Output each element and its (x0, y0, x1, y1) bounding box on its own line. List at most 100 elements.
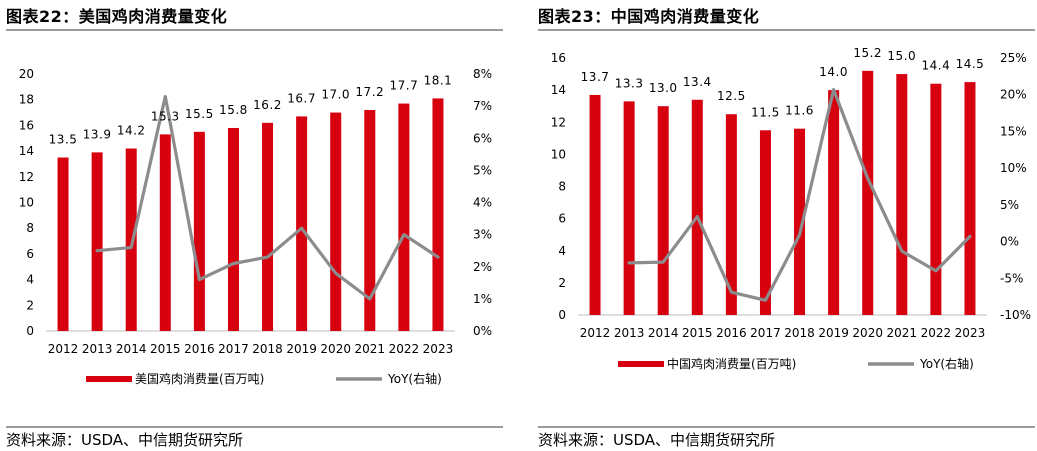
y2-tick-label: 25% (1000, 51, 1027, 65)
bar (725, 114, 737, 315)
bar-value-label: 13.0 (649, 81, 678, 95)
bar-value-label: 17.0 (321, 88, 350, 102)
bar-value-label: 15.3 (151, 109, 180, 123)
chart-title: 图表23：中国鸡肉消费量变化 (538, 7, 760, 26)
bar-value-label: 13.7 (581, 70, 610, 84)
legend-swatch-bar (618, 361, 664, 367)
china-chicken-consumption-chart: 0 2 4 6 8 10 12 14 16 -10% -5% 0% 5% 10% 15% 20% 25% 13.7… (551, 46, 1031, 371)
bar (398, 103, 410, 332)
y-tick-label: 14 (19, 144, 34, 158)
bar-value-label: 16.2 (253, 98, 282, 112)
bar-value-label: 14.5 (956, 57, 985, 71)
bar (623, 101, 635, 316)
bar-value-label: 18.1 (424, 73, 453, 87)
y-tick-label: 4 (558, 244, 566, 258)
bar (589, 94, 601, 315)
bar (330, 112, 342, 331)
x-tick-label: 2014 (116, 342, 147, 356)
bar-value-label: 11.5 (751, 105, 780, 119)
x-tick-label: 2023 (955, 326, 986, 340)
y-tick-label: 10 (551, 147, 566, 161)
x-tick-label: 2015 (150, 342, 181, 356)
bar-value-label: 15.2 (853, 46, 882, 60)
y2-tick-label: 4% (473, 196, 492, 210)
yoy-line (95, 94, 440, 301)
bar (364, 109, 376, 331)
y2-tick-label: 8% (473, 67, 492, 81)
y2-tick-label: 3% (473, 228, 492, 242)
y2-tick-label: 7% (473, 99, 492, 113)
y-tick-label: 8 (558, 180, 566, 194)
bar (930, 83, 942, 315)
legend-label-line: YoY(右轴) (387, 371, 442, 386)
y-tick-label: 16 (19, 118, 34, 132)
y2-tick-label: 6% (473, 131, 492, 145)
x-tick-label: 2022 (389, 342, 420, 356)
bar-value-label: 15.0 (887, 49, 916, 63)
x-tick-label: 2020 (320, 342, 351, 356)
bar-value-label: 13.4 (683, 75, 712, 89)
bar (262, 122, 274, 331)
y-tick-label: 16 (551, 51, 566, 65)
bar (759, 130, 771, 315)
x-tick-label: 2013 (82, 342, 113, 356)
x-tick-label: 2017 (218, 342, 249, 356)
y2-tick-label: 2% (473, 260, 492, 274)
y2-tick-label: 1% (473, 292, 492, 306)
bar-value-label: 11.6 (785, 104, 814, 118)
source-note: 资料来源：USDA、中信期货研究所 (538, 431, 776, 449)
x-tick-label: 2016 (716, 326, 747, 340)
bar-value-label: 16.7 (287, 91, 316, 105)
y2-tick-label: 10% (1000, 161, 1027, 175)
bar (896, 74, 908, 315)
x-tick-label: 2013 (614, 326, 645, 340)
y-tick-label: 6 (26, 247, 34, 261)
x-tick-label: 2022 (921, 326, 952, 340)
bar-value-label: 13.5 (49, 133, 78, 147)
bar-value-label: 12.5 (717, 89, 746, 103)
title-divider (538, 29, 1035, 31)
y2-tick-label: 20% (1000, 88, 1027, 102)
source-divider (538, 426, 1035, 428)
title-divider (6, 29, 503, 31)
bar-value-label: 13.9 (83, 127, 112, 141)
y2-tick-label: -10% (1000, 308, 1031, 322)
x-tick-label: 2023 (423, 342, 454, 356)
x-tick-label: 2012 (580, 326, 611, 340)
y2-tick-label: 5% (1000, 198, 1019, 212)
bar (57, 157, 69, 331)
bar (691, 99, 703, 315)
y2-tick-label: 15% (1000, 124, 1027, 138)
y2-tick-label: 5% (473, 163, 492, 177)
source-note: 资料来源：USDA、中信期货研究所 (6, 431, 244, 449)
y-tick-label: 0 (26, 324, 34, 338)
bar (862, 70, 874, 315)
bar-value-label: 14.0 (819, 65, 848, 79)
x-tick-label: 2015 (682, 326, 713, 340)
bar-value-label: 14.2 (117, 124, 146, 138)
y-tick-label: 12 (19, 170, 34, 184)
y-tick-label: 12 (551, 115, 566, 129)
y-tick-label: 14 (551, 83, 566, 97)
x-tick-label: 2018 (252, 342, 283, 356)
y-tick-label: 0 (558, 308, 566, 322)
chart-panel-china: 图表23：中国鸡肉消费量变化 0 2 4 6 8 10 12 14 16 -10% -5% 0% 5% 1… (532, 0, 1035, 451)
source-divider (6, 426, 503, 428)
y-tick-label: 20 (19, 67, 34, 81)
x-tick-label: 2021 (355, 342, 386, 356)
bar-value-label: 13.3 (615, 76, 644, 90)
y-tick-label: 18 (19, 93, 34, 107)
y-tick-label: 2 (558, 276, 566, 290)
bar-value-label: 17.2 (355, 85, 384, 99)
bar (828, 90, 840, 315)
chart-title: 图表22：美国鸡肉消费量变化 (6, 7, 228, 26)
bar (125, 148, 137, 331)
legend-label-line: YoY(右轴) (919, 356, 974, 371)
x-tick-label: 2021 (887, 326, 918, 340)
legend-swatch-bar (86, 376, 132, 382)
y-tick-label: 2 (26, 298, 34, 312)
y-tick-label: 4 (26, 273, 34, 287)
bar (227, 127, 239, 331)
x-tick-label: 2014 (648, 326, 679, 340)
bar (159, 134, 171, 331)
